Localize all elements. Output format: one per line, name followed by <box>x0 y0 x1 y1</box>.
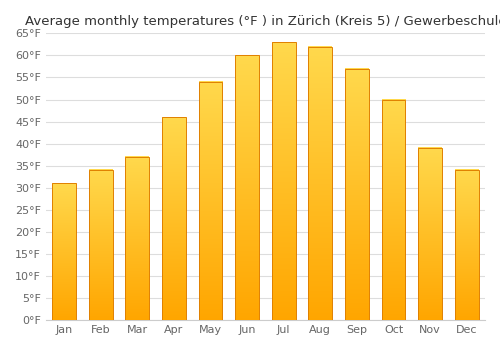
Bar <box>126 157 149 320</box>
Bar <box>198 82 222 320</box>
Bar <box>162 117 186 320</box>
Title: Average monthly temperatures (°F ) in Zürich (Kreis 5) / Gewerbeschule: Average monthly temperatures (°F ) in Zü… <box>24 15 500 28</box>
Bar <box>418 148 442 320</box>
Bar <box>89 170 112 320</box>
Bar <box>382 99 406 320</box>
Bar <box>345 69 369 320</box>
Bar <box>235 55 259 320</box>
Bar <box>308 47 332 320</box>
Bar <box>455 170 478 320</box>
Bar <box>272 42 295 320</box>
Bar <box>52 183 76 320</box>
